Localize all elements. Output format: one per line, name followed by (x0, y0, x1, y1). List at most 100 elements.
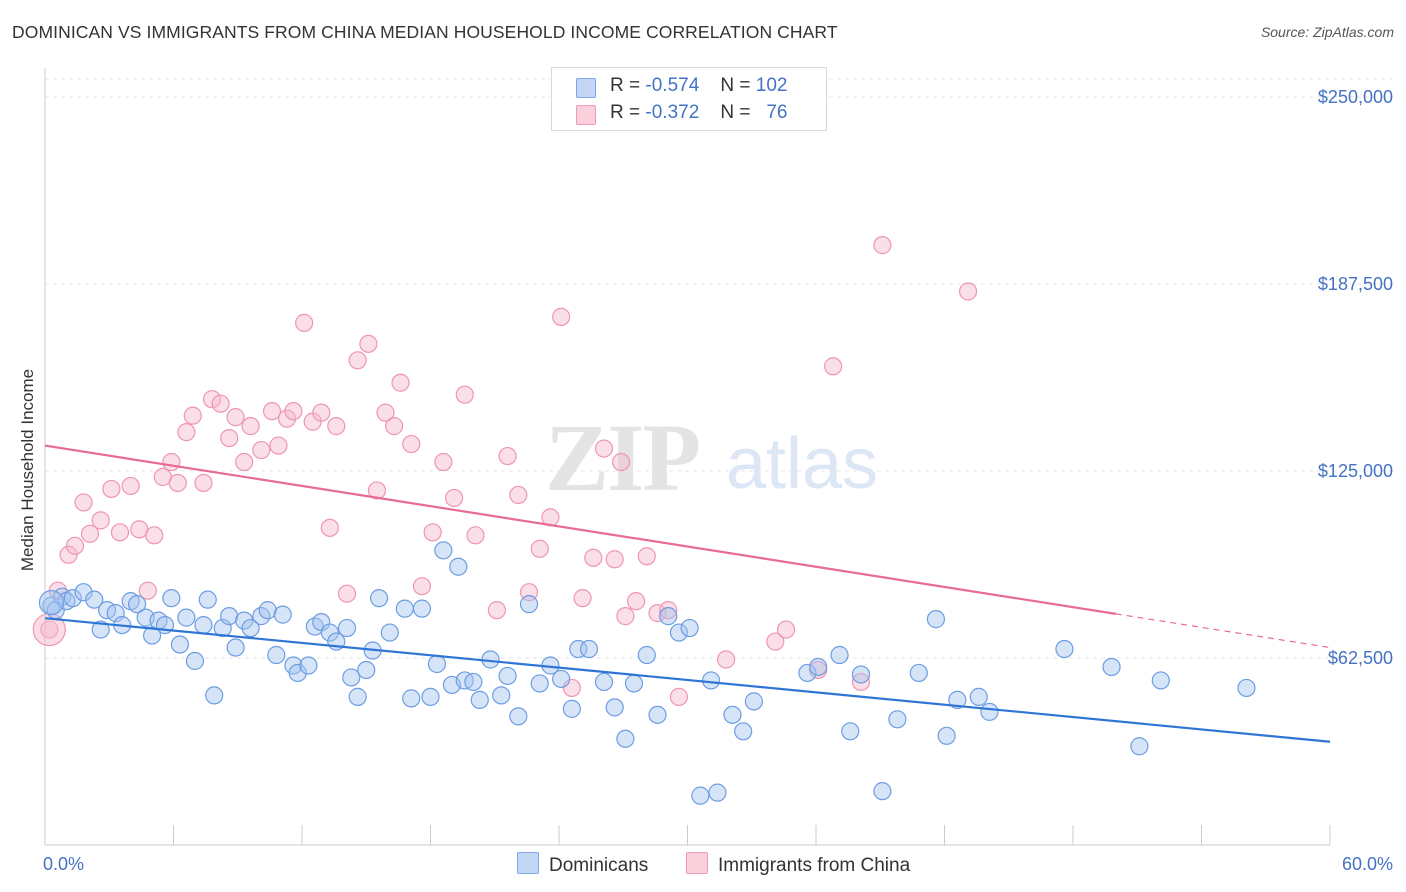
china-point (612, 452, 631, 472)
dominican-point (569, 639, 588, 659)
dominican-point (1102, 657, 1121, 677)
legend-r-label: R = (610, 102, 641, 123)
china-point (637, 547, 656, 566)
dominican-point (830, 645, 849, 665)
china-point (498, 446, 517, 466)
dominican-point (241, 618, 260, 638)
dominican-point (926, 610, 946, 629)
china-point (80, 524, 100, 543)
china-point (776, 620, 796, 639)
dominican-point (267, 645, 286, 665)
china-point (367, 481, 387, 500)
tick-labels: $62,500 $125,000 $187,500 $250,000 0.0% 60.0% (43, 87, 1393, 874)
legend-n-label: N = (720, 75, 751, 96)
china-point (226, 408, 245, 427)
dominican-point (395, 599, 414, 618)
watermark-atlas: atlas (726, 424, 878, 504)
dominican-point (552, 669, 571, 689)
dominican-point (170, 635, 190, 654)
china-point (530, 539, 549, 558)
china-point (376, 403, 395, 422)
bottom-legend-label-dominicans: Dominicans (549, 855, 649, 876)
dominican-point (734, 722, 753, 741)
china-point (412, 577, 432, 596)
axes (44, 68, 1331, 846)
x-tick-label: 60.0% (1342, 854, 1393, 874)
dominican-point (691, 786, 710, 805)
dominican-point (38, 590, 65, 616)
china-point (241, 417, 260, 436)
legend-swatch-china (576, 105, 596, 125)
china-point (509, 485, 528, 505)
dominican-point (342, 668, 361, 687)
dominican-point (185, 651, 205, 671)
china-trend-line (44, 444, 1117, 615)
dominican-point (337, 618, 357, 638)
china-point (59, 545, 78, 564)
china-point (391, 373, 410, 392)
china-point (220, 428, 239, 448)
china-point (851, 672, 871, 692)
bottom-legend-swatch-china (686, 852, 708, 874)
china-point (402, 434, 421, 454)
x-tick-label: 0.0% (43, 854, 84, 874)
china-point (359, 334, 378, 353)
correlation-legend: R = -0.574 N = 102 R = -0.372 N = 76 (551, 67, 827, 131)
dominican-point (798, 663, 817, 683)
china-point (873, 236, 892, 255)
china-point (110, 523, 130, 542)
dominican-point (91, 620, 110, 639)
dominican-point (1237, 678, 1256, 698)
y-tick-label: $187,500 (1318, 274, 1393, 294)
dominican-point (492, 686, 511, 705)
dominican-point (637, 645, 656, 665)
china-point (626, 592, 646, 611)
dominican-point (888, 710, 907, 729)
dominican-point (669, 623, 689, 642)
y-tick-label: $125,000 (1318, 461, 1393, 481)
dominican-point (402, 689, 421, 708)
trend-lines (44, 444, 1331, 743)
dominican-point (220, 607, 239, 626)
china-point (284, 402, 303, 421)
dominican-point (562, 699, 581, 718)
watermark: ZIP atlas (545, 404, 878, 511)
china-point (320, 518, 339, 537)
china-point (177, 423, 196, 442)
dominican-point (605, 698, 624, 717)
dominican-point (85, 590, 104, 609)
legend-n-label: N = (720, 102, 751, 123)
dominican-point (357, 660, 376, 680)
china-point (434, 452, 453, 472)
china-point (648, 604, 667, 623)
china-point (616, 607, 635, 626)
dominican-point (744, 692, 763, 711)
china-point (102, 479, 121, 499)
china-point (121, 476, 140, 496)
dominican-point (851, 665, 871, 684)
dominican-point (412, 599, 432, 618)
dominican-point (980, 702, 999, 721)
china-point (423, 523, 442, 542)
dominican-trend-line (44, 617, 1331, 743)
china-point (194, 473, 213, 493)
china-point (138, 581, 157, 600)
dominican-point (723, 705, 742, 724)
china-point (455, 385, 474, 404)
china-point (295, 313, 314, 332)
gridlines (45, 78, 1395, 659)
china-point (252, 440, 271, 460)
dominican-point (530, 674, 549, 693)
china-point (162, 452, 181, 472)
china-point (584, 548, 603, 567)
watermark-zip: ZIP (545, 404, 699, 511)
dominican-point (873, 782, 892, 801)
dominican-point (937, 726, 956, 745)
dominican-point (470, 690, 489, 709)
dominican-point (299, 656, 318, 675)
dominican-point (680, 618, 699, 638)
dominican-point (434, 541, 453, 560)
china-point (65, 536, 85, 555)
china-point (312, 403, 331, 422)
